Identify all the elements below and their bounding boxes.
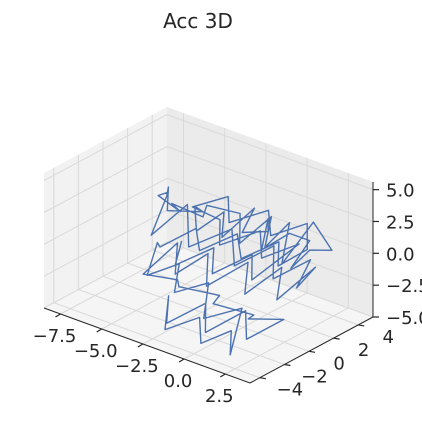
grid-group: [43, 113, 374, 379]
x-tick-label-3: 0.0: [164, 371, 193, 392]
z-tick-label-4: 5.0: [386, 181, 415, 202]
z-grid-line-4: [43, 114, 374, 191]
x-tick-label-4: 2.5: [205, 386, 234, 407]
x-tick-mark-0: [55, 313, 61, 318]
z-tick-label-2: 0.0: [386, 244, 415, 265]
y-tick-mark-2: [308, 350, 316, 353]
floor-pane: [44, 242, 373, 383]
z-grid-line-3: [43, 145, 374, 222]
y-axis-line: [249, 316, 374, 384]
series-line-0: [142, 186, 333, 356]
tick-group: −7.5−5.0−2.50.02.5−4−2024−5.0−2.50.02.55…: [33, 181, 422, 407]
back-pane: [167, 107, 373, 317]
z-grid-line-2: [43, 177, 374, 254]
left-pane: [44, 107, 167, 308]
x-tick-mark-4: [219, 373, 226, 378]
x-tick-label-2: −2.5: [115, 356, 159, 377]
x-axis-line: [43, 307, 251, 384]
y-tick-label-1: −2: [301, 367, 328, 388]
y-tick-mark-1: [284, 363, 291, 367]
x-tick-mark-1: [96, 328, 102, 333]
y-tick-label-4: 4: [383, 327, 394, 348]
y-tick-label-2: 0: [333, 353, 344, 374]
z-grid-line-0: [43, 241, 374, 318]
y-tick-mark-0: [259, 377, 266, 380]
series-group: [142, 186, 333, 356]
z-tick-label-0: −5.0: [386, 308, 422, 329]
y-tick-mark-3: [333, 337, 340, 340]
axis-group: [43, 182, 374, 384]
y-tick-mark-4: [358, 324, 365, 327]
z-tick-label-1: −2.5: [386, 276, 422, 297]
y-tick-label-0: −4: [277, 380, 304, 401]
x-tick-mark-3: [178, 358, 185, 363]
x-tick-label-0: −7.5: [33, 326, 77, 347]
chart-title: Acc 3D: [163, 9, 233, 33]
x-tick-label-1: −5.0: [74, 341, 118, 362]
z-tick-label-3: 2.5: [386, 212, 415, 233]
y-tick-label-3: 2: [358, 340, 369, 361]
pane-group: [44, 107, 373, 383]
x-tick-mark-2: [137, 343, 144, 348]
